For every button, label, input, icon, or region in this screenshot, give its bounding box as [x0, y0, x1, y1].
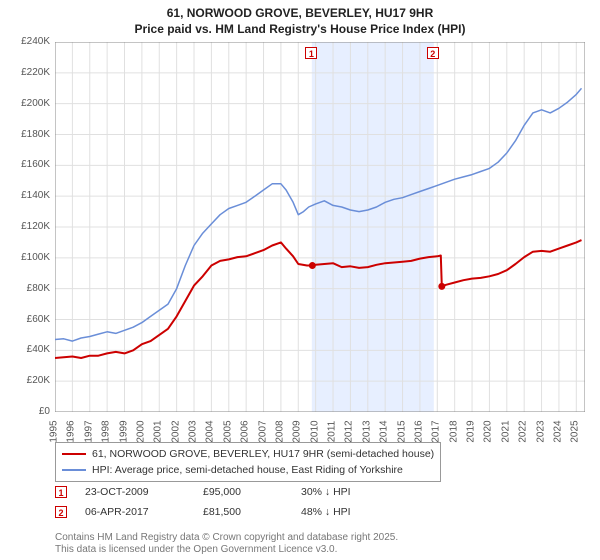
transaction-pct: 48% ↓ HPI	[301, 506, 391, 518]
x-tick-label: 2009	[292, 420, 303, 442]
plot-area	[55, 42, 585, 412]
y-tick-label: £220K	[2, 67, 50, 78]
transaction-row: 1 23-OCT-2009 £95,000 30% ↓ HPI	[55, 482, 391, 502]
x-tick-label: 2008	[275, 420, 286, 442]
x-tick-label: 1995	[49, 420, 60, 442]
x-tick-label: 2025	[570, 420, 581, 442]
y-tick-label: £180K	[2, 129, 50, 140]
x-tick-label: 1996	[66, 420, 77, 442]
legend-swatch-hpi	[62, 469, 86, 471]
x-tick-label: 2021	[500, 420, 511, 442]
x-tick-label: 2003	[188, 420, 199, 442]
legend-label-hpi: HPI: Average price, semi-detached house,…	[92, 464, 403, 476]
y-tick-label: £40K	[2, 344, 50, 355]
y-tick-label: £20K	[2, 375, 50, 386]
copyright-block: Contains HM Land Registry data © Crown c…	[55, 532, 398, 556]
x-tick-label: 2013	[361, 420, 372, 442]
x-tick-label: 1998	[101, 420, 112, 442]
x-tick-label: 2012	[344, 420, 355, 442]
x-tick-label: 2015	[396, 420, 407, 442]
y-tick-label: £200K	[2, 98, 50, 109]
legend-label-price-paid: 61, NORWOOD GROVE, BEVERLEY, HU17 9HR (s…	[92, 448, 434, 460]
transactions-block: 1 23-OCT-2009 £95,000 30% ↓ HPI 2 06-APR…	[55, 482, 391, 522]
copyright-line-1: Contains HM Land Registry data © Crown c…	[55, 532, 398, 544]
x-tick-label: 2024	[553, 420, 564, 442]
x-tick-label: 1997	[83, 420, 94, 442]
x-tick-label: 2002	[170, 420, 181, 442]
x-tick-label: 2001	[153, 420, 164, 442]
copyright-line-2: This data is licensed under the Open Gov…	[55, 544, 398, 556]
y-tick-label: £100K	[2, 252, 50, 263]
plot-svg	[55, 42, 585, 412]
legend-row-price-paid: 61, NORWOOD GROVE, BEVERLEY, HU17 9HR (s…	[62, 446, 434, 462]
y-tick-label: £120K	[2, 221, 50, 232]
y-tick-label: £140K	[2, 190, 50, 201]
x-tick-label: 2017	[431, 420, 442, 442]
transaction-date: 06-APR-2017	[85, 506, 185, 518]
legend-row-hpi: HPI: Average price, semi-detached house,…	[62, 462, 434, 478]
x-tick-label: 2020	[483, 420, 494, 442]
x-tick-label: 2010	[309, 420, 320, 442]
transaction-row: 2 06-APR-2017 £81,500 48% ↓ HPI	[55, 502, 391, 522]
transaction-price: £81,500	[203, 506, 283, 518]
transaction-pct: 30% ↓ HPI	[301, 486, 391, 498]
chart-container: 61, NORWOOD GROVE, BEVERLEY, HU17 9HR Pr…	[0, 0, 600, 560]
title-line-1: 61, NORWOOD GROVE, BEVERLEY, HU17 9HR	[0, 6, 600, 22]
y-tick-label: £80K	[2, 283, 50, 294]
title-line-2: Price paid vs. HM Land Registry's House …	[0, 22, 600, 38]
y-tick-label: £160K	[2, 159, 50, 170]
transaction-price: £95,000	[203, 486, 283, 498]
x-tick-label: 2005	[222, 420, 233, 442]
x-tick-label: 2011	[326, 421, 337, 443]
y-tick-label: £240K	[2, 36, 50, 47]
x-tick-label: 2004	[205, 420, 216, 442]
transaction-num: 1	[55, 486, 67, 498]
x-tick-label: 2018	[448, 420, 459, 442]
transaction-num: 2	[55, 506, 67, 518]
x-tick-label: 2007	[257, 420, 268, 442]
legend-box: 61, NORWOOD GROVE, BEVERLEY, HU17 9HR (s…	[55, 442, 441, 482]
annotation-marker: 1	[305, 47, 317, 59]
x-tick-label: 2000	[136, 420, 147, 442]
annotation-marker: 2	[427, 47, 439, 59]
x-tick-label: 2023	[535, 420, 546, 442]
x-tick-label: 2022	[518, 420, 529, 442]
legend-swatch-price-paid	[62, 453, 86, 455]
title-block: 61, NORWOOD GROVE, BEVERLEY, HU17 9HR Pr…	[0, 0, 600, 37]
x-tick-label: 2016	[414, 420, 425, 442]
transaction-date: 23-OCT-2009	[85, 486, 185, 498]
x-tick-label: 1999	[118, 420, 129, 442]
y-tick-label: £60K	[2, 314, 50, 325]
x-tick-label: 2014	[379, 420, 390, 442]
x-tick-label: 2019	[466, 420, 477, 442]
y-tick-label: £0	[2, 406, 50, 417]
x-tick-label: 2006	[240, 420, 251, 442]
